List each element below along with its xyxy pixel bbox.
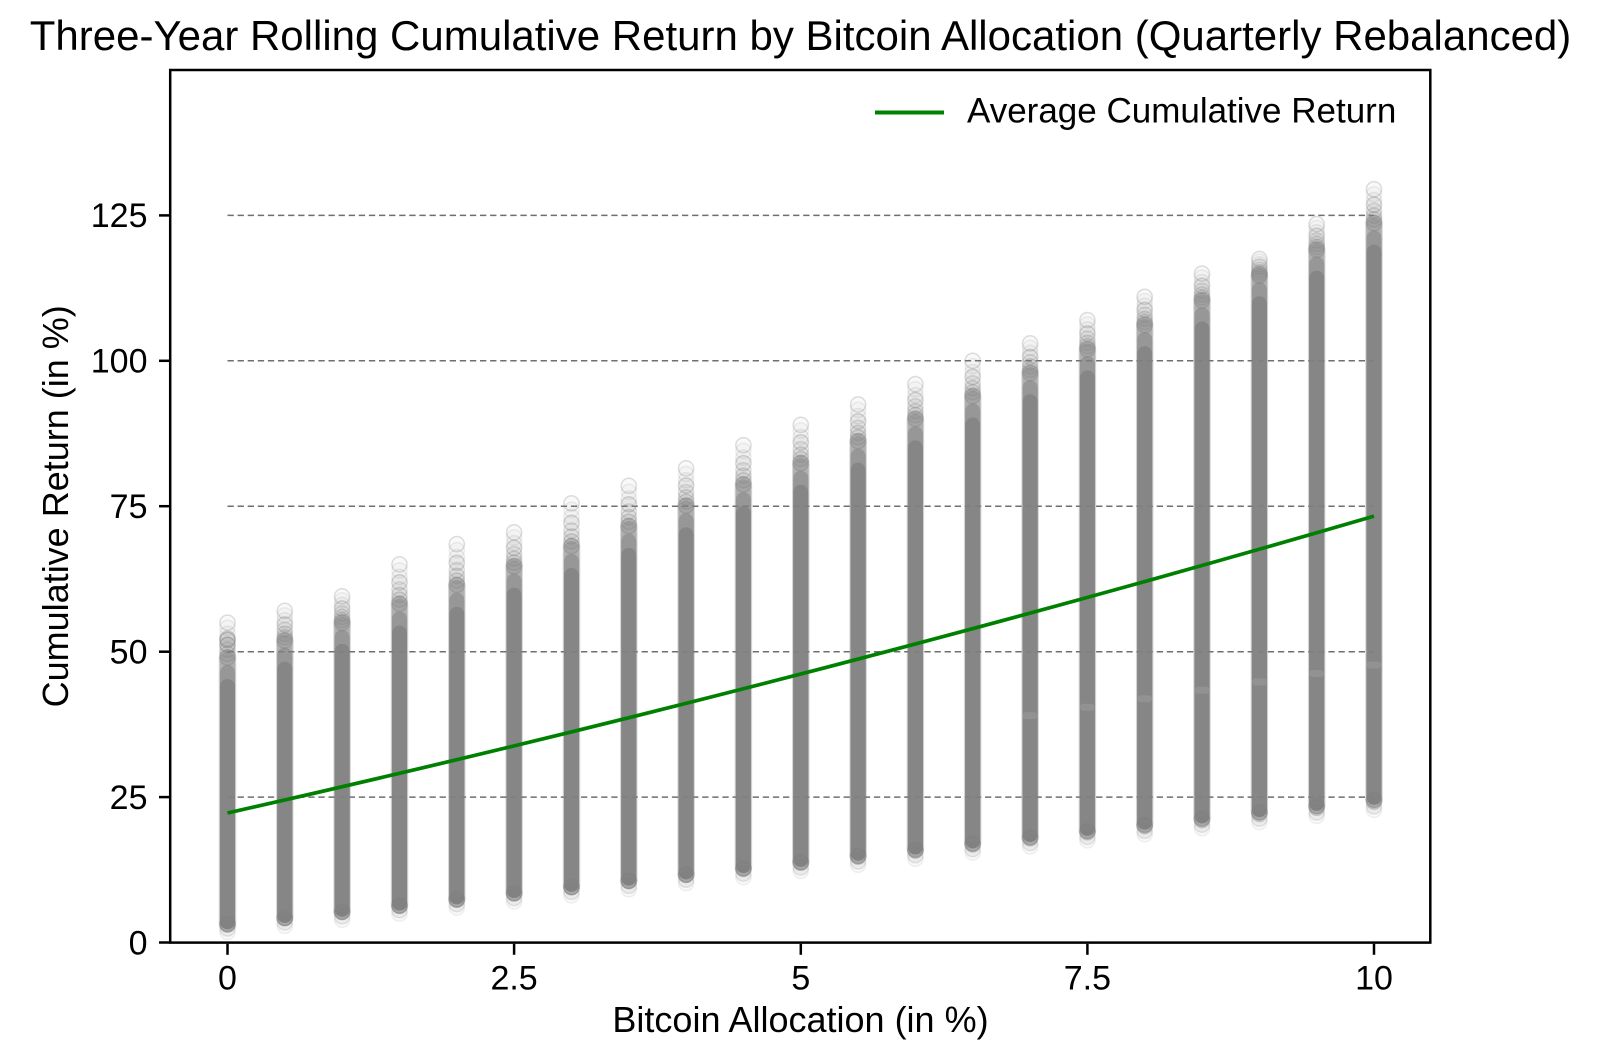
svg-text:0: 0 [218, 960, 237, 998]
svg-text:125: 125 [91, 197, 148, 235]
svg-text:0: 0 [129, 924, 148, 962]
svg-text:Bitcoin Allocation (in %): Bitcoin Allocation (in %) [612, 999, 988, 1040]
svg-text:2.5: 2.5 [490, 960, 537, 998]
svg-text:75: 75 [110, 488, 148, 526]
svg-text:25: 25 [110, 779, 148, 817]
svg-text:50: 50 [110, 634, 148, 672]
svg-text:Cumulative Return (in %): Cumulative Return (in %) [35, 305, 76, 707]
svg-text:100: 100 [91, 343, 148, 381]
svg-text:Average Cumulative Return: Average Cumulative Return [967, 92, 1396, 131]
svg-text:7.5: 7.5 [1064, 960, 1111, 998]
svg-text:10: 10 [1355, 960, 1393, 998]
svg-text:Three-Year Rolling Cumulative: Three-Year Rolling Cumulative Return by … [30, 12, 1572, 59]
svg-text:5: 5 [791, 960, 810, 998]
